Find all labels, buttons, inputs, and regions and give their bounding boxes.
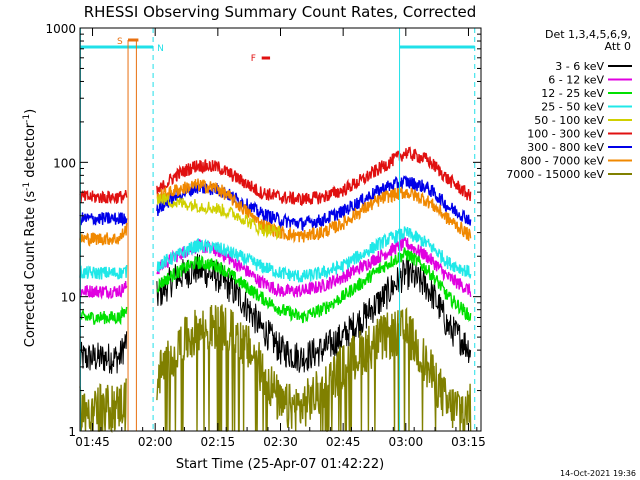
y-axis-label-part-4: -1 xyxy=(22,114,32,123)
x-tick-label-0300: 03:00 xyxy=(389,435,424,449)
series-line-300-800-kev-segment-2 xyxy=(156,175,472,232)
series-line-7000-15000-kev-segment-1 xyxy=(79,378,128,434)
legend-label-50-100-kev: 50 - 100 keV xyxy=(534,114,604,127)
x-tick-label-0200: 02:00 xyxy=(138,435,173,449)
y-axis-label-part-1: Corrected Count Rate (s xyxy=(23,191,38,348)
axes: 01:45 02:00 02:15 02:30 02:45 03:00 03:15 1 10 10… xyxy=(45,22,485,449)
legend-label-25-50-kev: 25 - 50 keV xyxy=(541,101,604,114)
flag-label-f: F xyxy=(251,54,256,64)
series-line-100-300-kev-segment-1 xyxy=(79,189,128,205)
legend-header-line-1: Det 1,3,4,5,6,9, xyxy=(545,28,631,41)
legend-label-12-25-kev: 12 - 25 keV xyxy=(541,87,604,100)
series-line-50-100-kev xyxy=(156,193,281,241)
series-line-800-7000-kev-segment-1 xyxy=(79,222,128,247)
legend-label-3-6-kev: 3 - 6 keV xyxy=(555,60,604,73)
series-line-25-50-kev-segment-1 xyxy=(79,264,128,280)
x-tick-label-0145: 01:45 xyxy=(75,435,110,449)
x-tick-label-0215: 02:15 xyxy=(201,435,236,449)
series-line-6-12-kev-segment-2 xyxy=(156,236,472,299)
chart-title: RHESSI Observing Summary Count Rates, Co… xyxy=(84,3,477,21)
legend-header-line-2: Att 0 xyxy=(605,40,631,53)
y-axis-label: Corrected Count Rate (s-1 detector-1) xyxy=(22,109,38,347)
x-axis-label: Start Time (25-Apr-07 01:42:22) xyxy=(176,457,384,472)
legend-label-300-800-kev: 300 - 800 keV xyxy=(527,141,604,154)
y-tick-label-100: 100 xyxy=(53,156,76,170)
legend-label-6-12-kev: 6 - 12 keV xyxy=(548,74,604,87)
series-line-12-25-kev-segment-1 xyxy=(79,305,128,326)
y-axis-label-part-3: detector xyxy=(23,122,38,182)
series-line-7000-15000-kev-segment-2 xyxy=(156,304,472,432)
series-line-300-800-kev-segment-1 xyxy=(79,211,128,227)
legend-label-7000-15000-kev: 7000 - 15000 keV xyxy=(506,168,604,181)
x-tick-label-0245: 02:45 xyxy=(326,435,361,449)
legend-label-100-300-kev: 100 - 300 keV xyxy=(527,128,604,141)
series-line-100-300-kev-segment-2 xyxy=(156,146,472,206)
series-line-3-6-kev-segment-1 xyxy=(79,331,128,374)
y-tick-label-1: 1 xyxy=(68,425,76,439)
x-tick-label-0230: 02:30 xyxy=(263,435,298,449)
y-tick-label-10: 10 xyxy=(61,291,76,305)
series-line-12-25-kev-segment-2 xyxy=(156,247,472,324)
x-tick-label-0315: 03:15 xyxy=(451,435,486,449)
series-line-25-50-kev-segment-2 xyxy=(156,226,472,283)
series-line-800-7000-kev-segment-2 xyxy=(156,178,472,244)
legend-label-800-7000-kev: 800 - 7000 keV xyxy=(520,155,604,168)
series-line-6-12-kev-segment-1 xyxy=(79,280,128,300)
flag-label-n: N xyxy=(157,44,164,54)
y-axis-label-part-2: -1 xyxy=(22,182,32,191)
plot-timestamp: 14-Oct-2021 19:36 xyxy=(560,469,636,478)
y-axis-label-part-5: ) xyxy=(23,109,38,114)
y-tick-label-1000: 1000 xyxy=(45,22,76,36)
flag-label-s: S xyxy=(117,37,123,47)
